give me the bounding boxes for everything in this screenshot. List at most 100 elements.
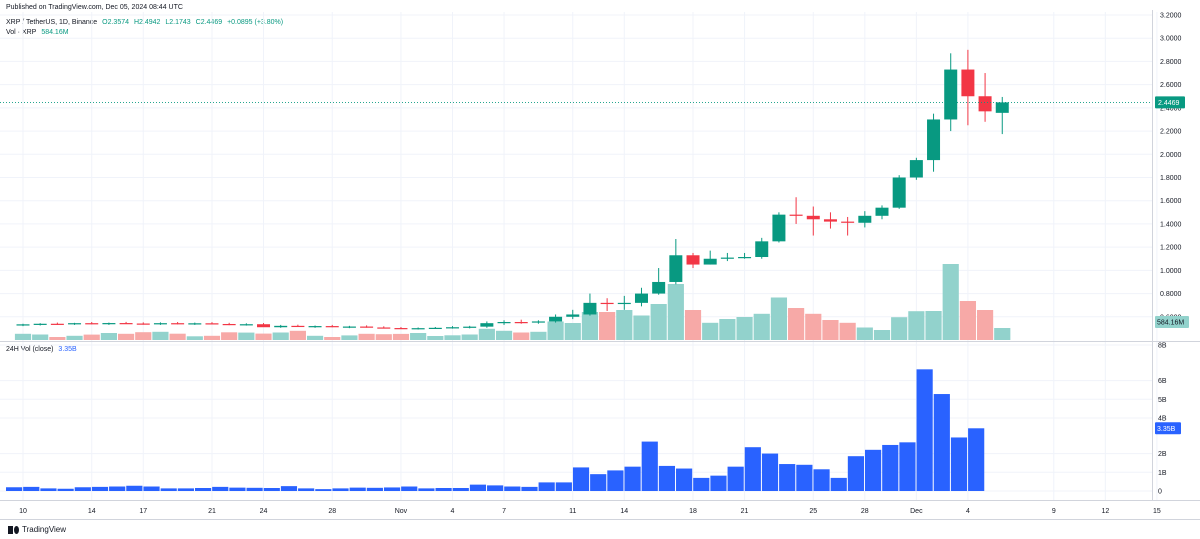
candle-body bbox=[806, 215, 820, 220]
vol24-bar bbox=[813, 469, 830, 491]
vol24-bar bbox=[469, 484, 487, 491]
volume-bar bbox=[788, 308, 805, 340]
candle-body bbox=[85, 323, 99, 325]
time-tick-label: 4 bbox=[451, 508, 455, 515]
volume-bar bbox=[908, 311, 925, 340]
candle-body bbox=[377, 327, 391, 329]
volume-bar bbox=[650, 304, 667, 340]
time-tick-label: 11 bbox=[569, 508, 576, 515]
volume-label[interactable]: Vol · XRP bbox=[6, 29, 37, 36]
candle-body bbox=[738, 257, 752, 259]
price-tick-label: 1.0000 bbox=[1160, 268, 1182, 275]
volume-bar bbox=[478, 328, 495, 340]
volume-bar bbox=[444, 335, 461, 340]
vol24-bar bbox=[779, 464, 796, 491]
time-tick-label: 28 bbox=[328, 508, 336, 515]
volume-bar bbox=[117, 333, 135, 340]
vol24-bar bbox=[349, 487, 366, 491]
candle-body bbox=[652, 281, 666, 294]
volume-bar bbox=[49, 337, 66, 340]
vol24-bar bbox=[91, 486, 109, 491]
volume-bar bbox=[581, 312, 599, 340]
volume-bar bbox=[203, 335, 221, 340]
candle-body bbox=[944, 69, 958, 120]
candle-body bbox=[617, 302, 631, 305]
vol24-bar bbox=[676, 468, 693, 491]
volume-bar bbox=[753, 313, 770, 340]
time-tick-label: 9 bbox=[1052, 508, 1056, 515]
volume-bars bbox=[14, 264, 1011, 340]
candle-body bbox=[841, 221, 855, 223]
volume-bar bbox=[238, 332, 255, 340]
price-tick-label: 1.2000 bbox=[1160, 245, 1182, 252]
volume-bar bbox=[83, 334, 100, 340]
price-tick-label: 0.8000 bbox=[1160, 291, 1182, 298]
candle-body bbox=[171, 323, 185, 325]
candle-body bbox=[308, 326, 322, 328]
volume-bar bbox=[375, 334, 392, 340]
candle-body bbox=[961, 69, 975, 97]
candle-body bbox=[823, 219, 837, 222]
vol24-bar bbox=[246, 487, 263, 491]
price-tick-label: 2.0000 bbox=[1160, 152, 1182, 159]
vol24-legend: 24H Vol (close) 3.35B bbox=[6, 346, 80, 353]
vol24-bar bbox=[641, 441, 658, 491]
vol24-bar bbox=[418, 488, 435, 491]
symbol-title[interactable]: XRP / TetherUS, 1D, Binance bbox=[6, 19, 98, 26]
candle-body bbox=[995, 102, 1009, 113]
vol24-bar bbox=[401, 486, 418, 491]
volume-bar bbox=[616, 310, 633, 340]
vol24-bar bbox=[263, 488, 280, 491]
vol24-bar bbox=[572, 467, 590, 491]
volume-bar bbox=[702, 322, 719, 340]
candle-body bbox=[342, 326, 356, 328]
volume-bar bbox=[324, 337, 341, 340]
vol24-tick-label: 0 bbox=[1158, 489, 1162, 496]
vol24-bar bbox=[727, 466, 744, 491]
time-tick-label: 28 bbox=[861, 508, 869, 515]
candle-body bbox=[703, 258, 717, 265]
candles bbox=[16, 49, 1009, 330]
candle-body bbox=[686, 255, 700, 265]
volume-bar bbox=[925, 311, 942, 340]
vol24-bar bbox=[504, 486, 521, 491]
vol24-bar bbox=[435, 488, 452, 491]
time-tick-label: 7 bbox=[502, 508, 506, 515]
volume-badge bbox=[1155, 316, 1189, 328]
candle-body bbox=[858, 215, 872, 223]
tradingview-brand[interactable]: TradingView bbox=[8, 525, 66, 534]
vol24-bar bbox=[160, 488, 177, 491]
candle-body bbox=[411, 328, 425, 330]
high-value: H2.4942 bbox=[133, 19, 161, 26]
volume-badge-label: 584.16M bbox=[1157, 320, 1184, 327]
time-tick-label: Nov bbox=[395, 508, 408, 515]
axes: 3.2000 3.0000 2.8000 2.6000 2.4000 2.2000 2.00… bbox=[0, 10, 1200, 520]
candle-body bbox=[446, 327, 459, 329]
price-tick-label: 3.0000 bbox=[1160, 36, 1182, 43]
candle-body bbox=[291, 325, 305, 328]
candle-body bbox=[634, 293, 648, 303]
candle-body bbox=[274, 325, 288, 328]
vol24-bar bbox=[968, 428, 985, 491]
volume-bar bbox=[667, 284, 684, 340]
vol24-label[interactable]: 24H Vol (close) bbox=[6, 346, 54, 353]
volume-bar bbox=[805, 313, 822, 340]
time-tick-label: 4 bbox=[966, 508, 970, 515]
vol24-bar bbox=[315, 489, 332, 491]
candle-body bbox=[360, 326, 374, 328]
volume-bar bbox=[736, 317, 753, 340]
vol24-bar bbox=[521, 486, 538, 491]
vol24-bar bbox=[366, 487, 383, 491]
time-tick-label: 12 bbox=[1101, 508, 1109, 515]
vol24-bar bbox=[109, 486, 126, 491]
volume-bar bbox=[410, 333, 427, 340]
candle-body bbox=[188, 323, 202, 325]
volume-bar bbox=[427, 336, 444, 340]
candle-body bbox=[102, 323, 116, 325]
candle-body bbox=[669, 255, 683, 282]
vol24-bar bbox=[590, 474, 607, 491]
published-text: Published on TradingView.com, Dec 05, 20… bbox=[6, 4, 183, 11]
time-tick-label: Dec bbox=[910, 508, 923, 515]
vol24-bar bbox=[332, 488, 349, 491]
